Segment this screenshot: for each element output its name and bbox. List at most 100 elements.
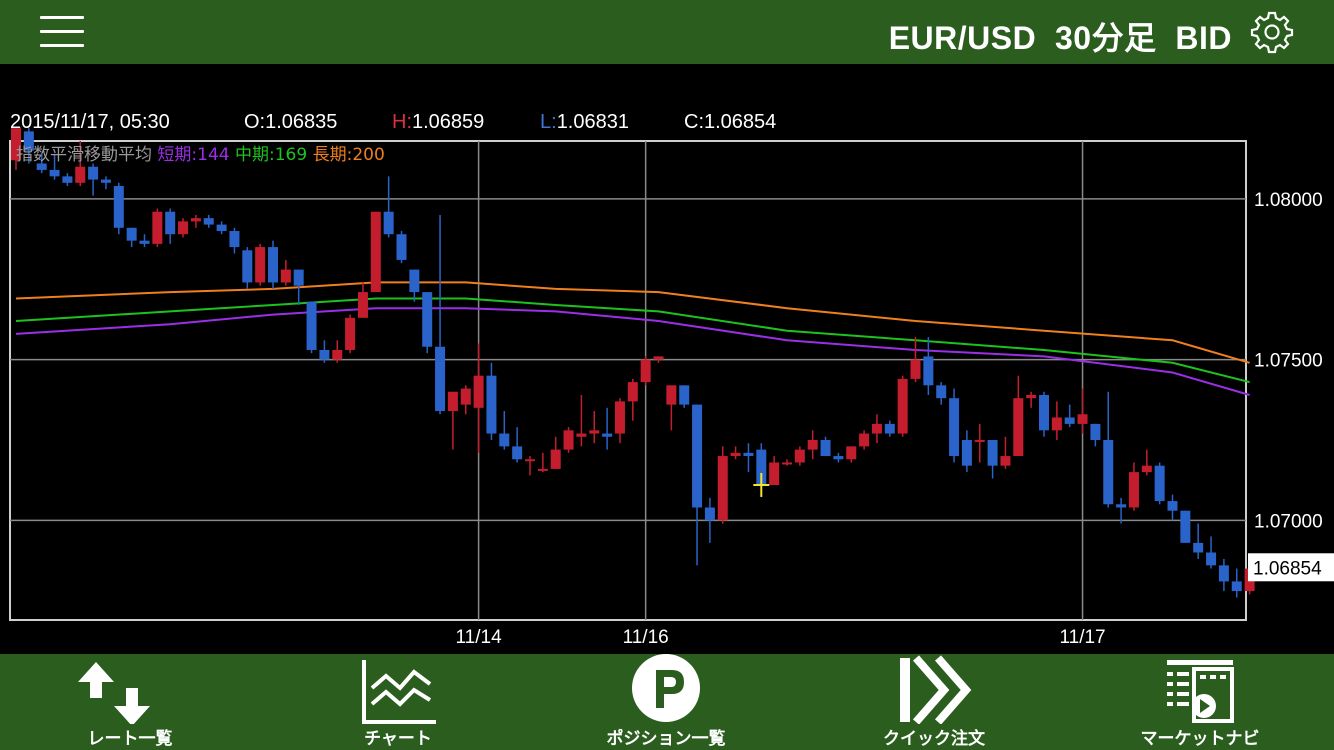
candle-body <box>936 385 947 399</box>
candle-body <box>435 346 446 412</box>
candle-body <box>949 398 960 457</box>
candle-body <box>345 317 356 350</box>
candle-body <box>782 462 792 465</box>
nav-rate-list[interactable]: レート一覧 <box>50 654 210 750</box>
candle-body <box>576 433 587 437</box>
candle-body <box>280 269 291 283</box>
candle-body <box>961 439 972 466</box>
candle-body <box>923 356 934 386</box>
candle-body <box>113 186 124 228</box>
candle-body <box>704 507 715 521</box>
ohlc-close: C:1.06854 <box>684 111 776 133</box>
nav-quick-order-label: クイック注文 <box>883 729 985 749</box>
candle-body <box>1026 394 1037 399</box>
candle-body <box>332 349 343 360</box>
candle-body <box>486 375 497 434</box>
candle-body <box>203 218 214 225</box>
candle-body <box>602 433 613 437</box>
candle-body <box>1141 465 1152 473</box>
candle-body <box>49 169 60 177</box>
candle-body <box>11 128 21 161</box>
x-tick-label: 11/17 <box>1059 627 1105 648</box>
ohlc-datetime: 2015/11/17, 05:30 <box>10 111 170 133</box>
candle-body <box>190 218 201 222</box>
ema-long-line <box>15 281 1250 364</box>
chart-line-icon <box>362 660 436 724</box>
candle-body <box>974 439 985 442</box>
candle-body <box>1051 417 1062 431</box>
candle-body <box>987 439 998 466</box>
rate-list-arrows-icon <box>78 662 150 724</box>
candle-body <box>807 439 818 450</box>
plot-frame <box>9 140 1247 621</box>
y-tick-label: 1.08000 <box>1254 190 1323 211</box>
price-chart[interactable]: 2015/11/17, 05:30 O:1.06835 H:1.06859 L:… <box>0 64 1334 654</box>
candle-body <box>550 449 561 469</box>
candle-body <box>614 401 625 434</box>
candle-body <box>255 247 266 283</box>
quick-order-icon <box>900 655 972 724</box>
candle-body <box>1154 465 1165 502</box>
candle-body <box>460 388 471 405</box>
gear-icon[interactable] <box>1248 9 1296 55</box>
candle-body <box>1231 581 1242 592</box>
nav-positions[interactable]: ポジション一覧 <box>586 654 746 750</box>
nav-quick-order[interactable]: クイック注文 <box>854 654 1014 750</box>
candles <box>11 128 1268 598</box>
candle-body <box>409 269 420 293</box>
candle-body <box>627 382 638 402</box>
candle-body <box>794 449 805 463</box>
bottom-nav: レート一覧 チャート ポジション一覧 クイック注文 <box>0 654 1334 750</box>
candle-body <box>178 221 189 235</box>
candle-body <box>1013 398 1024 457</box>
candle-body <box>640 359 651 383</box>
nav-market-navi[interactable]: マーケットナビ <box>1120 654 1280 750</box>
candle-body <box>666 385 677 405</box>
current-price-label: 1.06854 <box>1253 558 1322 579</box>
candle-body <box>23 131 34 151</box>
candle-body <box>1000 456 1011 466</box>
candle-body <box>88 166 99 180</box>
candle-body <box>1167 501 1178 511</box>
candle-body <box>730 452 741 457</box>
ohlc-open: O:1.06835 <box>244 111 337 133</box>
ohlc-readout: 2015/11/17, 05:30 O:1.06835 H:1.06859 L:… <box>10 111 776 133</box>
ema-lines <box>15 281 1250 396</box>
candle-body <box>743 452 754 457</box>
nav-positions-label: ポジション一覧 <box>606 729 726 749</box>
crosshair-marker <box>753 472 770 497</box>
candle-body <box>833 456 844 460</box>
candle-body <box>447 391 458 412</box>
current-price-marker: 1.06854 <box>1248 553 1334 582</box>
candle-body <box>242 250 253 283</box>
y-axis-labels: 1.08000 1.07500 1.07000 <box>1254 190 1323 532</box>
y-tick-label: 1.07000 <box>1254 511 1323 532</box>
candle-body <box>473 375 484 408</box>
candle-body <box>357 292 368 318</box>
candle-body <box>422 292 433 347</box>
candle-body <box>100 179 111 183</box>
candle-body <box>268 247 278 283</box>
candle-body <box>75 166 86 183</box>
candle-body <box>370 211 381 293</box>
nav-chart[interactable]: チャート <box>318 654 478 750</box>
candle-body <box>1218 565 1229 582</box>
candle-body <box>1193 542 1204 553</box>
candle-body <box>756 449 767 485</box>
x-tick-label: 11/16 <box>623 627 669 648</box>
x-tick-label: 11/14 <box>456 627 503 648</box>
candle-body <box>1128 472 1139 508</box>
nav-chart-label: チャート <box>364 729 432 749</box>
candle-body <box>499 433 510 447</box>
candle-body <box>910 359 921 379</box>
candle-body <box>1180 510 1191 543</box>
candle-body <box>1116 504 1127 508</box>
hamburger-menu-icon[interactable] <box>40 14 84 50</box>
header-bar: EUR/USD 30分足 BID <box>0 0 1334 64</box>
candle-body <box>589 430 600 434</box>
candle-body <box>396 234 407 260</box>
nav-market-navi-label: マーケットナビ <box>1140 729 1260 749</box>
candle-body <box>871 423 882 434</box>
candle-body <box>62 176 73 183</box>
candle-body <box>897 378 908 434</box>
